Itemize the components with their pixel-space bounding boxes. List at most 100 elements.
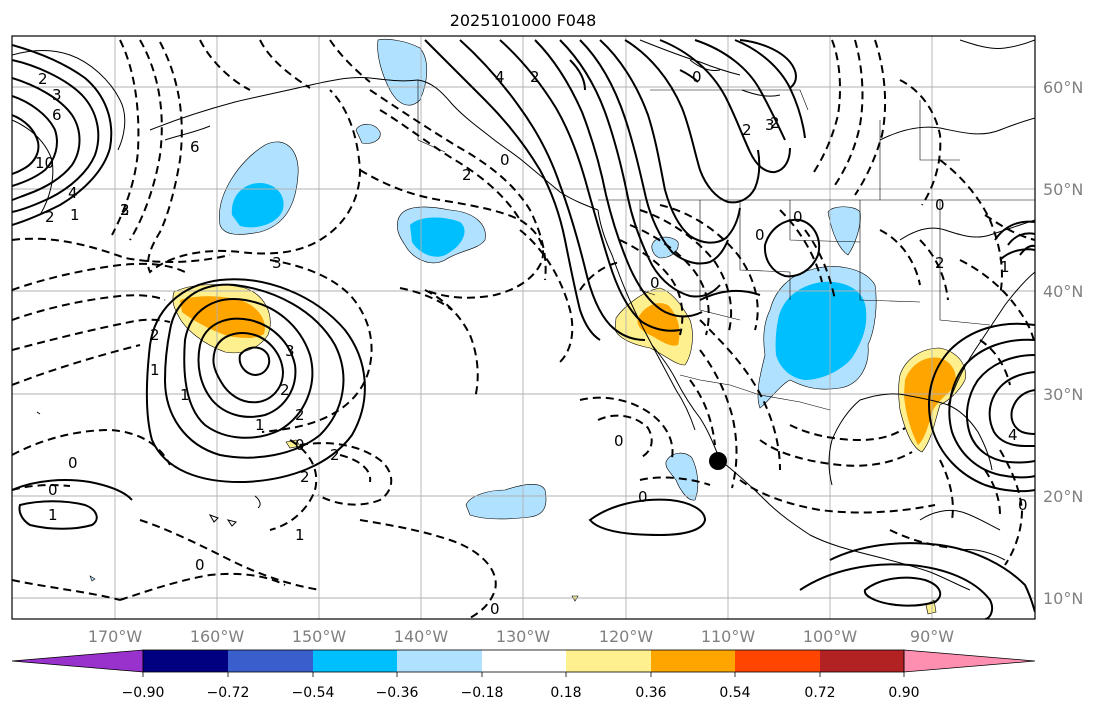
contour-label: 2 [295,406,305,424]
colorbar-segment [143,650,228,672]
colorbar-segment [820,650,904,672]
lon-tick-label: 120°W [599,627,654,646]
contour-label: 2 [330,446,340,464]
contour-label: 1 [48,506,58,524]
contour-label: 2 [742,121,752,139]
colorbar-tick-label: −0.54 [292,685,335,701]
contour-label: 0 [500,151,510,169]
contour-label: 3 [765,116,775,134]
contour-label: 0 [692,68,702,86]
lat-tick-label: 20°N [1043,487,1083,506]
contour-label: 10 [35,154,54,172]
shade-light-blue [89,575,96,582]
shade-light-blue [377,38,428,106]
colorbar-segment [482,650,566,672]
contour-label: 0 [650,274,660,292]
contour-label: 2 [935,254,945,272]
contour-label: 0 [295,436,305,454]
contour-labels: 2 3 6 10 4 2 1 6 2 3 2 0 4 3 2 0 0 2 3 2… [35,68,1028,618]
lon-tick-label: 140°W [394,627,449,646]
contour-label: 6 [52,106,62,124]
contour-label: 0 [793,208,803,226]
lat-tick-label: 60°N [1043,78,1083,97]
contour-label: 2 [150,326,160,344]
colorbar-tick-label: 0.36 [635,685,666,701]
shade-blue [231,182,284,228]
colorbar-tick-label: −0.18 [461,685,504,701]
colorbar-segment [397,650,482,672]
contour-label: 1 [180,386,190,404]
location-marker [709,452,727,470]
contour-label: 3 [272,254,282,272]
colorbar-tick-label: −0.72 [207,685,250,701]
lat-axis: 60°N 50°N 40°N 30°N 20°N 10°N [1043,78,1083,608]
lon-axis: 170°W 160°W 150°W 140°W 130°W 120°W 110°… [88,627,954,646]
contour-label: 3 [285,342,295,360]
colorbar-segment [735,650,820,672]
colorbar-segment [651,650,735,672]
lon-tick-label: 110°W [701,627,756,646]
colorbar-tick-label: 0.72 [804,685,835,701]
contour-label: 2 [280,381,290,399]
contour-label: 1 [295,526,305,544]
map-frame [11,35,1036,620]
shade-blue [410,217,465,257]
contour-label: 1 [1000,258,1010,276]
colorbar-tick-label: −0.36 [376,685,419,701]
contour-label: 0 [490,600,500,618]
colorbar: −0.90 −0.72 −0.54 −0.36 −0.18 0.18 0.36 … [11,649,1036,701]
lat-tick-label: 30°N [1043,385,1083,404]
map-area: 2 3 6 10 4 2 1 6 2 3 2 0 4 3 2 0 0 2 3 2… [12,36,1035,619]
contour-label: 2 [770,114,780,132]
lat-tick-label: 10°N [1043,589,1083,608]
colorbar-tick-label: 0.18 [550,685,581,701]
colorbar-tick-label: 0.54 [719,685,750,701]
map-title: 2025101000 F048 [450,11,597,30]
colorbar-tick-label: 0.90 [888,685,919,701]
coastlines [12,39,1035,591]
contour-label: 0 [68,454,78,472]
shade-blue [775,281,867,380]
contour-label: 1 [255,416,265,434]
colorbar-high-extend [903,649,1036,673]
contour-label: 0 [935,196,945,214]
contour-label: 2 [300,468,310,486]
colorbar-segment [228,650,313,672]
contour-label: 0 [638,488,648,506]
contour-label: 2 [38,70,48,88]
colorbar-low-extend [11,649,144,673]
lon-tick-label: 150°W [292,627,347,646]
contour-label: 0 [195,556,205,574]
contour-label: 2 [530,68,540,86]
contour-label: 2 [462,166,472,184]
shaded-regions [89,38,966,615]
contour-label: 0 [614,432,624,450]
contour-label: 1 [150,361,160,379]
contour-label: 2 [120,201,130,219]
contour-label: 4 [68,184,78,202]
shade-light-blue [465,483,547,520]
shade-yellow [571,595,579,602]
lat-tick-label: 40°N [1043,282,1083,301]
contour-label: 6 [190,138,200,156]
contour-label: 4 [1008,426,1018,444]
contour-label: 3 [52,86,62,104]
contours-solid [12,39,1035,619]
contour-label: 1 [70,206,80,224]
contour-label: 0 [48,481,58,499]
colorbar-frame [142,649,905,673]
lat-tick-label: 50°N [1043,180,1083,199]
lon-tick-label: 90°W [910,627,954,646]
shade-light-blue [355,123,381,144]
contour-label: 4 [495,68,505,86]
lon-tick-label: 100°W [803,627,858,646]
contours-dashed [12,39,1035,619]
colorbar-segment [566,650,651,672]
shade-light-blue [827,206,861,256]
shade-light-blue [665,452,699,501]
contour-label: 0 [1018,496,1028,514]
colorbar-segment [313,650,397,672]
contour-label: 2 [45,208,55,226]
